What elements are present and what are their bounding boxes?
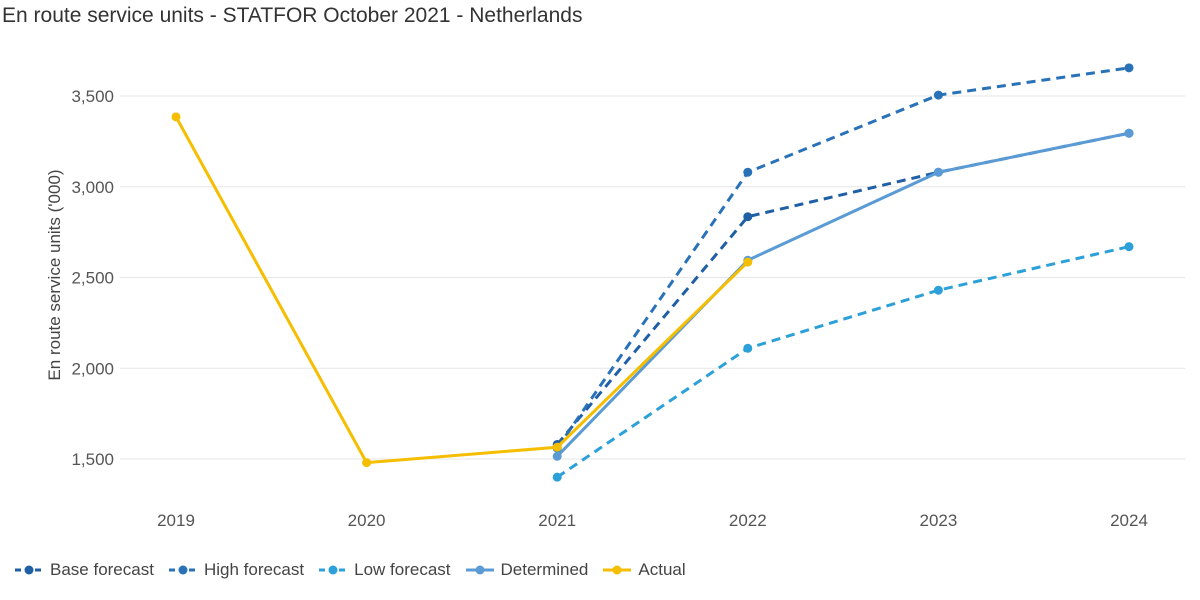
series-line-low-forecast: [556, 245, 1130, 479]
data-point[interactable]: [743, 343, 753, 353]
data-point[interactable]: [933, 285, 943, 295]
data-point[interactable]: [552, 451, 562, 461]
legend-item-actual[interactable]: Actual: [602, 560, 686, 580]
data-point[interactable]: [1124, 242, 1134, 252]
data-point[interactable]: [552, 442, 562, 452]
chart-title: En route service units - STATFOR October…: [2, 4, 583, 27]
data-point[interactable]: [362, 458, 372, 468]
series-high-forecast: [552, 63, 1134, 453]
series-low-forecast: [552, 242, 1134, 482]
x-tick-label: 2022: [729, 511, 767, 530]
data-point[interactable]: [552, 472, 562, 482]
legend-item-high-forecast[interactable]: High forecast: [168, 560, 304, 580]
data-point[interactable]: [933, 90, 943, 100]
series-determined: [552, 128, 1134, 461]
series-line-base-forecast: [556, 131, 1130, 446]
data-point[interactable]: [743, 167, 753, 177]
x-tick-label: 2020: [348, 511, 386, 530]
x-axis-ticks: 2019 2020 2021 2022 2023 2024: [157, 511, 1148, 530]
series-line-determined: [556, 131, 1130, 458]
legend-item-base-forecast[interactable]: Base forecast: [14, 560, 154, 580]
x-tick-label: 2023: [919, 511, 957, 530]
legend-swatch: [15, 565, 43, 575]
legend: Base forecast High forecast Low forecast De…: [14, 560, 686, 580]
legend-label: Actual: [638, 560, 686, 579]
y-axis-label: En route service units ('000): [45, 169, 64, 380]
legend-swatch: [603, 565, 632, 575]
legend-swatch: [319, 565, 348, 575]
y-axis-ticks: 1,500 2,000 2,500 3,000 3,500: [71, 87, 114, 469]
legend-label: Determined: [500, 560, 589, 579]
y-tick-label: 2,000: [71, 359, 114, 378]
y-tick-label: 1,500: [71, 450, 114, 469]
legend-item-low-forecast[interactable]: Low forecast: [318, 560, 451, 580]
data-point[interactable]: [1124, 63, 1134, 73]
data-point[interactable]: [933, 167, 943, 177]
data-point[interactable]: [1124, 128, 1134, 138]
series-actual: [171, 112, 753, 468]
series-base-forecast: [552, 128, 1134, 449]
series-line-high-forecast: [555, 66, 1130, 449]
x-tick-label: 2024: [1110, 511, 1148, 530]
legend-swatch: [168, 565, 197, 575]
legend-swatch: [465, 565, 494, 575]
y-tick-label: 3,000: [71, 178, 114, 197]
x-tick-label: 2021: [538, 511, 576, 530]
y-tick-label: 2,500: [71, 269, 114, 288]
legend-label: High forecast: [203, 560, 305, 579]
data-point[interactable]: [743, 257, 753, 267]
legend-item-determined[interactable]: Determined: [465, 560, 589, 580]
data-point[interactable]: [171, 112, 181, 122]
series-lines: [171, 63, 1134, 482]
y-tick-label: 3,500: [71, 87, 114, 106]
x-tick-label: 2019: [157, 511, 195, 530]
gridlines: [120, 95, 1185, 460]
legend-label: Base forecast: [50, 560, 154, 579]
series-line-actual: [174, 116, 749, 465]
data-point[interactable]: [743, 212, 753, 222]
legend-label: Low forecast: [354, 560, 451, 579]
